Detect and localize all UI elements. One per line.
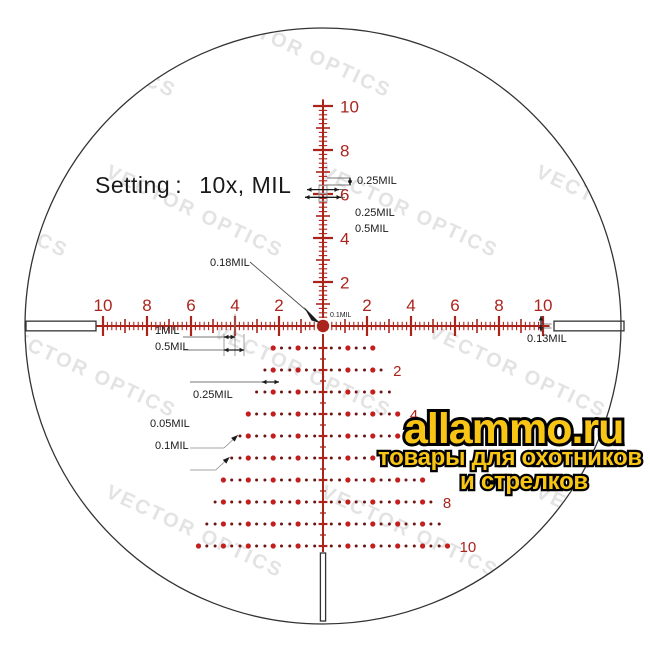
svg-text:4: 4 [230, 296, 239, 315]
svg-text:2: 2 [340, 274, 349, 293]
svg-text:6: 6 [340, 186, 349, 205]
svg-text:4: 4 [406, 296, 415, 315]
svg-text:10: 10 [460, 539, 477, 556]
svg-text:6: 6 [450, 296, 459, 315]
svg-text:2: 2 [362, 296, 371, 315]
svg-text:10: 10 [534, 296, 553, 315]
svg-text:8: 8 [340, 142, 349, 161]
svg-text:2: 2 [393, 363, 401, 380]
svg-text:2: 2 [274, 296, 283, 315]
svg-text:10: 10 [340, 98, 359, 117]
svg-text:10: 10 [94, 296, 113, 315]
svg-text:8: 8 [142, 296, 151, 315]
svg-text:8: 8 [443, 495, 451, 512]
svg-text:8: 8 [494, 296, 503, 315]
svg-text:6: 6 [186, 296, 195, 315]
svg-text:4: 4 [340, 230, 349, 249]
